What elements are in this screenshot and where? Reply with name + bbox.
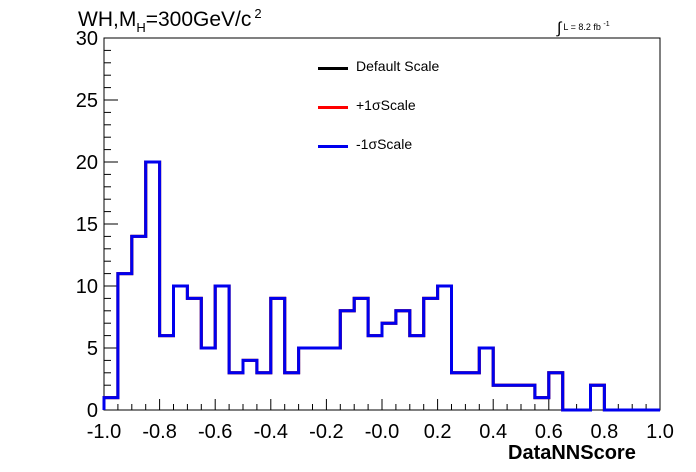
title-rest: =300GeV/c [145, 8, 252, 31]
y-tick-label: 30 [76, 28, 98, 50]
y-tick-label: 5 [87, 338, 98, 360]
legend-swatch-default [318, 67, 348, 70]
luminosity-label: ∫ L = 8.2 fb -1 [557, 20, 610, 38]
title-main: WH,M [78, 8, 137, 31]
title-subscript: H [136, 20, 146, 35]
chart-title: WH,MH=300GeV/c 2 [78, 6, 262, 35]
x-tick-label: 0.2 [424, 421, 452, 443]
x-tick-label: -0.2 [309, 421, 343, 443]
x-tick-label: 0.8 [590, 421, 618, 443]
y-tick-label: 0 [87, 400, 98, 422]
title-superscript: 2 [254, 6, 262, 21]
luminosity-unit-exponent: -1 [603, 21, 610, 28]
plot-frame [103, 37, 661, 411]
legend-swatch-plus-one-sigma [318, 106, 348, 109]
legend-swatch-minus-one-sigma [318, 145, 348, 148]
x-tick-label: -0.8 [142, 421, 176, 443]
x-tick-label: 0.4 [479, 421, 507, 443]
legend-label-default: Default Scale [356, 58, 440, 74]
x-axis-title: DataNNScore [508, 442, 636, 464]
y-tick-label: 25 [76, 90, 98, 112]
x-tick-label: 1.0 [646, 421, 674, 443]
x-tick-label: -0.0 [365, 421, 399, 443]
x-tick-label: -1.0 [87, 421, 121, 443]
luminosity-text: L = 8.2 fb [563, 22, 601, 32]
legend-label-plus-one-sigma: +1σScale [356, 97, 416, 113]
series-step-line-2 [102, 160, 660, 412]
series-group [102, 160, 660, 412]
y-tick-label: 20 [76, 152, 98, 174]
y-axis: 0 5 10 15 20 25 30 [76, 28, 118, 422]
y-tick-label: 10 [76, 276, 98, 298]
x-tick-label: -0.6 [198, 421, 232, 443]
x-axis: -1.0 -0.8 -0.6 -0.4 -0.2 -0.0 0.2 0.4 0.6 0.8 1.0 [87, 399, 674, 443]
integral-symbol: ∫ [557, 20, 562, 37]
x-tick-label: 0.6 [535, 421, 563, 443]
y-tick-label: 15 [76, 214, 98, 236]
legend-label-minus-one-sigma: -1σScale [356, 136, 413, 152]
x-tick-label: -0.4 [254, 421, 288, 443]
